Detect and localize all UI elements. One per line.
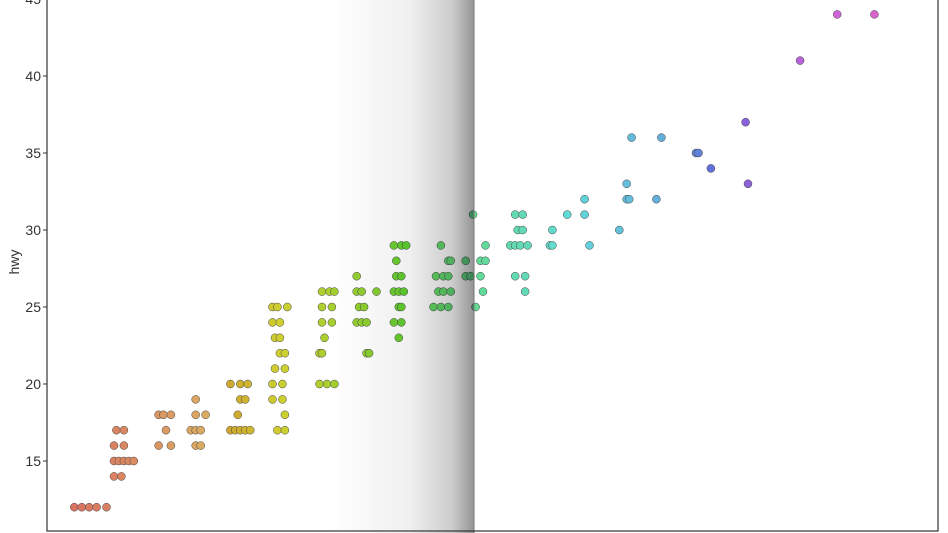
data-point xyxy=(706,164,716,173)
data-point xyxy=(832,10,842,19)
data-point xyxy=(191,410,200,420)
data-point xyxy=(615,225,624,235)
data-point xyxy=(280,410,290,420)
data-point xyxy=(741,117,750,127)
data-point xyxy=(622,179,631,189)
data-point xyxy=(226,379,235,389)
data-point xyxy=(278,379,287,389)
y-tick-label: 20 xyxy=(25,376,41,392)
data-point xyxy=(154,441,163,450)
data-point xyxy=(273,425,282,435)
data-point xyxy=(119,425,129,435)
data-point xyxy=(268,318,277,327)
data-point xyxy=(102,502,111,512)
data-point xyxy=(196,425,205,435)
data-point xyxy=(322,379,332,389)
data-point xyxy=(280,364,290,373)
data-point xyxy=(627,133,636,142)
data-point xyxy=(580,194,589,204)
data-point xyxy=(84,502,94,512)
data-point xyxy=(191,395,200,404)
data-point xyxy=(275,333,285,343)
data-point xyxy=(652,194,661,204)
data-point xyxy=(92,502,101,512)
data-point xyxy=(510,210,520,219)
data-point xyxy=(166,441,176,450)
data-point xyxy=(624,194,634,204)
y-tick-label: 15 xyxy=(25,453,41,469)
y-tick-label: 25 xyxy=(25,299,41,315)
data-point xyxy=(523,241,532,250)
data-point xyxy=(548,225,557,235)
data-point xyxy=(159,410,168,420)
data-point xyxy=(315,379,324,389)
data-point xyxy=(273,302,282,312)
data-point xyxy=(166,410,176,420)
data-point xyxy=(243,379,252,389)
data-point xyxy=(870,10,879,19)
data-point xyxy=(278,395,287,404)
data-point xyxy=(268,379,277,389)
data-point xyxy=(510,271,520,281)
data-point xyxy=(268,395,277,404)
y-tick-label: 30 xyxy=(25,222,41,238)
data-point xyxy=(795,56,805,65)
data-point xyxy=(196,441,205,450)
y-tick-label: 40 xyxy=(25,68,41,84)
data-point xyxy=(694,148,703,158)
data-point xyxy=(280,348,290,358)
data-point xyxy=(129,456,139,466)
data-point xyxy=(317,348,327,358)
y-tick-label: 45 xyxy=(25,0,41,7)
data-point xyxy=(580,210,589,219)
data-point xyxy=(518,225,527,235)
data-point xyxy=(317,302,327,312)
data-point xyxy=(520,287,530,296)
y-axis: 15 20 25 30 35 40 45 xyxy=(25,0,47,469)
data-point xyxy=(657,133,666,142)
data-point xyxy=(245,425,255,435)
data-point xyxy=(317,287,327,296)
data-point xyxy=(280,425,290,435)
data-point xyxy=(112,425,121,435)
data-point xyxy=(233,410,243,420)
y-axis-title: hwy xyxy=(6,250,22,275)
data-point xyxy=(320,333,329,343)
data-point xyxy=(317,318,327,327)
data-point xyxy=(476,271,485,281)
data-point xyxy=(515,241,525,250)
data-point xyxy=(236,379,245,389)
data-point xyxy=(481,256,490,266)
data-point xyxy=(109,441,119,450)
data-point xyxy=(77,502,87,512)
data-point xyxy=(240,395,250,404)
data-point xyxy=(270,364,280,373)
data-point xyxy=(201,410,210,420)
data-point xyxy=(275,318,285,327)
data-point xyxy=(119,441,129,450)
data-point xyxy=(109,472,119,481)
data-point xyxy=(117,472,126,481)
data-point xyxy=(478,287,488,296)
data-point xyxy=(562,210,572,219)
data-point xyxy=(481,241,490,250)
page-curl-shadow xyxy=(330,0,474,533)
data-point xyxy=(161,425,171,435)
data-point xyxy=(520,271,530,281)
y-tick-label: 35 xyxy=(25,145,41,161)
data-point xyxy=(283,302,292,312)
data-point xyxy=(70,502,79,512)
plot-panel-border xyxy=(46,0,939,532)
data-point xyxy=(548,241,557,250)
data-point xyxy=(518,210,527,219)
data-point xyxy=(585,241,594,250)
data-point xyxy=(743,179,753,189)
